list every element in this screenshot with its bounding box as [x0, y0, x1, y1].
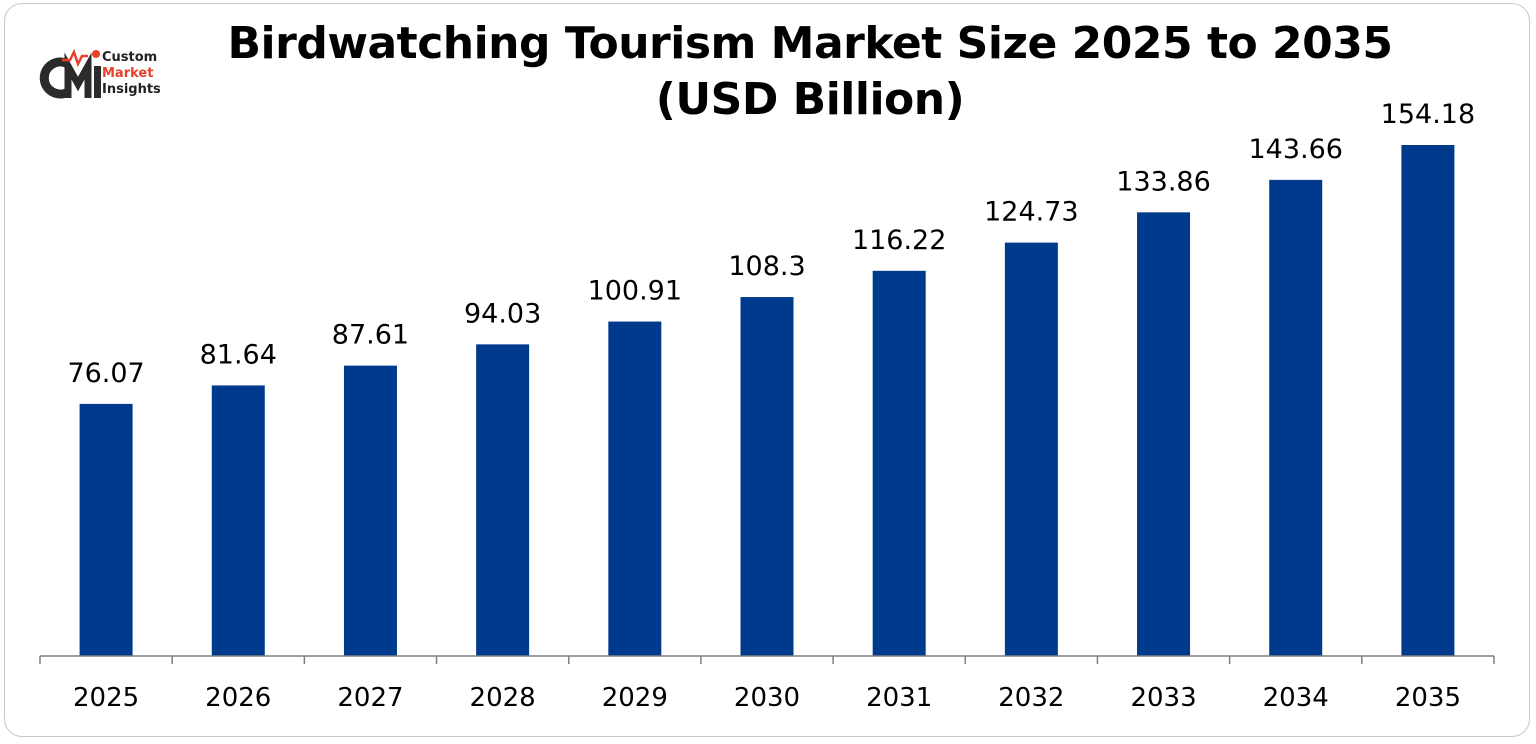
data-label-2025: 76.07 [67, 358, 144, 389]
x-tick-label-2030: 2030 [734, 683, 800, 713]
data-label-2027: 87.61 [332, 320, 409, 351]
data-label-2032: 124.73 [984, 197, 1078, 228]
bar-2031 [872, 270, 926, 656]
bar-2029 [608, 321, 662, 656]
data-label-2026: 81.64 [200, 339, 277, 370]
chart-title-line1: Birdwatching Tourism Market Size 2025 to… [227, 18, 1393, 69]
bar-2035 [1401, 145, 1455, 656]
x-axis-tick-labels: 2025 2026 2027 2028 2029 2030 2031 2032 2033 2034… [73, 683, 1461, 713]
bar-2030 [740, 297, 794, 656]
data-label-2034: 143.66 [1248, 134, 1342, 165]
data-label-2035: 154.18 [1381, 99, 1475, 130]
logo-wordmark: Custom Market Insights [102, 50, 161, 98]
x-tick-label-2029: 2029 [602, 683, 668, 713]
logo-text-insights: Insights [102, 82, 161, 97]
bar-2027 [343, 365, 397, 656]
chart-title-line2: (USD Billion) [655, 74, 965, 125]
x-axis-ticks [39, 656, 1495, 664]
x-tick-label-2028: 2028 [470, 683, 536, 713]
logo-text-custom: Custom [102, 50, 158, 65]
x-tick-label-2026: 2026 [205, 683, 271, 713]
data-label-2028: 94.03 [464, 298, 541, 329]
x-tick-label-2027: 2027 [337, 683, 403, 713]
data-label-2030: 108.3 [728, 251, 805, 282]
company-logo: Custom Market Insights [38, 40, 178, 110]
data-label-2033: 133.86 [1116, 166, 1210, 197]
bar-2033 [1137, 212, 1191, 656]
chart-title: Birdwatching Tourism Market Size 2025 to… [150, 16, 1470, 128]
bar-2028 [476, 344, 530, 656]
bars-group [79, 145, 1455, 656]
x-tick-label-2034: 2034 [1263, 683, 1329, 713]
x-tick-label-2025: 2025 [73, 683, 139, 713]
bar-2032 [1004, 242, 1058, 656]
value-labels-group: 76.07 81.64 87.61 94.03 100.91 108.3 116.22 124… [67, 99, 1475, 389]
cmi-logo-icon [39, 48, 101, 99]
logo-text-market: Market [102, 66, 154, 81]
bar-2025 [79, 403, 133, 656]
bar-2026 [211, 385, 265, 656]
x-tick-label-2033: 2033 [1130, 683, 1196, 713]
data-label-2031: 116.22 [852, 225, 946, 256]
bar-2034 [1269, 179, 1323, 656]
x-tick-label-2031: 2031 [866, 683, 932, 713]
x-tick-label-2035: 2035 [1395, 683, 1461, 713]
data-label-2029: 100.91 [588, 276, 682, 307]
x-tick-label-2032: 2032 [998, 683, 1064, 713]
